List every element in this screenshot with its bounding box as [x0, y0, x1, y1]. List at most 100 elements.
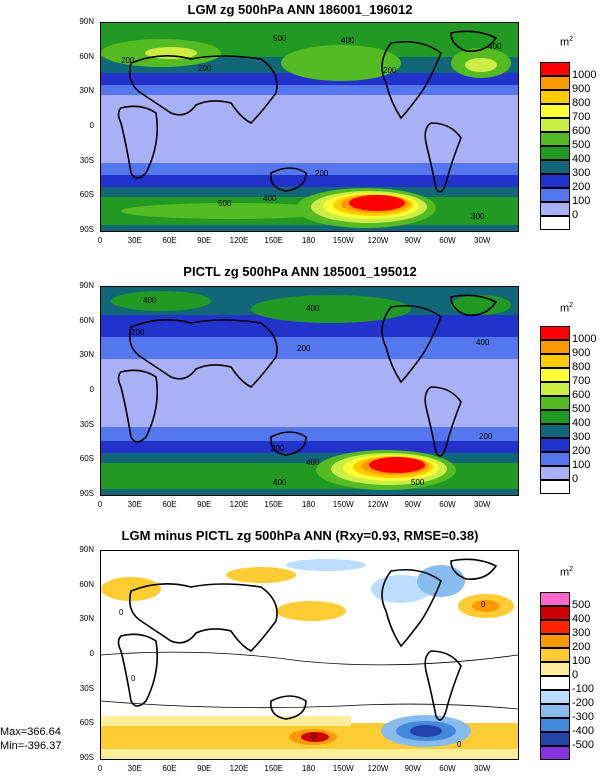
lat-tick-label: 0 [89, 121, 94, 130]
colorbar-label: 800 [572, 97, 591, 109]
lat-tick-label: 0 [89, 385, 94, 394]
colorbar-swatch [540, 704, 570, 718]
contour-labels: 500 400 400 200 200 200 400 500 200 300 [121, 34, 502, 221]
colorbar-swatch [540, 340, 570, 354]
panel-title: LGM zg 500hPa ANN 186001_196012 [187, 2, 413, 17]
colorbar-swatch [540, 216, 570, 230]
colorbar-label: 600 [572, 389, 591, 401]
lon-tick-label: 60W [439, 500, 456, 509]
max-label: Max=366.64 [0, 726, 61, 738]
lat-tick-label: 60S [79, 190, 94, 200]
lon-tick-label: 90W [404, 764, 421, 773]
colorbar-label: 500 [572, 403, 591, 415]
pos-anomaly [226, 567, 296, 583]
colorbar-label: 1000 [572, 69, 597, 81]
nh-blob [251, 295, 411, 323]
contour-label: 0 [119, 608, 124, 617]
lon-tick-label: 30W [474, 236, 491, 245]
sh-edge [101, 749, 518, 759]
colorbar-label: 100 [572, 195, 591, 207]
colorbar-label: 400 [572, 613, 591, 625]
sh-neg [410, 725, 442, 737]
sh-max [369, 457, 425, 473]
colorbar-label: 1000 [572, 333, 597, 345]
contour-label: 500 [411, 478, 425, 487]
neg-anomaly [371, 575, 431, 603]
colorbar-label: 500 [572, 599, 591, 611]
lat-tick-label: 30N [79, 614, 94, 624]
colorbar-label: 100 [572, 459, 591, 471]
lat-tick-label: 90S [79, 489, 94, 498]
lon-tick-label: 150W [332, 500, 354, 509]
colorbar-label: 0 [572, 669, 579, 681]
contour-label: 400 [143, 296, 157, 305]
contour-label: 0 [457, 740, 462, 749]
lon-tick-label: 60W [439, 236, 456, 245]
lat-tick-label: 60N [79, 51, 94, 61]
nh-blob [281, 45, 401, 81]
colorbar-label: -200 [572, 697, 595, 709]
contour-label: 400 [306, 304, 320, 313]
lon-tick-label: 180 [301, 236, 316, 245]
sh-band-200 [101, 441, 518, 455]
contour-label: 500 [218, 199, 232, 208]
colorbar-label: 800 [572, 361, 591, 373]
colorbar-label: 700 [572, 375, 591, 387]
lon-tick-label: 150E [264, 764, 284, 773]
colorbar-label: 400 [572, 417, 591, 429]
contour-label: 200 [131, 328, 145, 337]
lon-tick-label: 150E [264, 236, 284, 245]
colorbar-swatch [540, 382, 570, 396]
colorbar-swatch [540, 732, 570, 746]
colorbar-label: 500 [572, 139, 591, 151]
contour-label: 400 [273, 478, 287, 487]
contour-label: 0 [481, 600, 486, 609]
unit-label: m2 [560, 36, 574, 49]
panel-pictl: PICTL zg 500hPa ANN 185001_195012 [0, 262, 601, 524]
colorbar-label: 200 [572, 445, 591, 457]
pos-anomaly [276, 601, 346, 621]
colorbar-swatch [540, 452, 570, 466]
lon-tick-label: 120E [229, 500, 249, 509]
colorbar-swatch [540, 354, 570, 368]
lon-tick-label: 30E [127, 236, 142, 245]
colorbar-swatch [540, 662, 570, 676]
lon-tick-label: 30W [474, 764, 491, 773]
contour-label: 200 [297, 344, 311, 353]
unit-label: m2 [560, 566, 574, 579]
lon-tick-label: 120E [229, 236, 249, 245]
contour-label: 400 [488, 42, 502, 51]
colorbar-label: 900 [572, 83, 591, 95]
colorbar-swatch [540, 592, 570, 606]
colorbar-label: 300 [572, 431, 591, 443]
lat-tick-label: 60S [79, 718, 94, 728]
sh-band-100 [101, 163, 518, 177]
lat-tick-label: 30N [79, 86, 94, 96]
contour-label: 400 [341, 36, 355, 45]
contour-label: 200 [271, 444, 285, 453]
map-plot: 400 400 200 200 400 200 200 400 400 500 [100, 286, 519, 496]
lon-tick-label: 180 [301, 500, 316, 509]
lon-tick-label: 120W [367, 764, 389, 773]
sh-max [349, 195, 405, 211]
sh-max [301, 732, 329, 742]
nh-band-100 [101, 85, 518, 95]
lon-tick-label: 120E [229, 764, 249, 773]
lon-tick-label: 0 [97, 500, 103, 509]
lon-tick-label: 90W [404, 236, 421, 245]
lon-tick-label: 0 [97, 764, 103, 773]
colorbar-swatch [540, 160, 570, 174]
lat-tick-label: 30N [79, 350, 94, 360]
map-svg: 0 0 0 0 0 [101, 551, 518, 759]
colorbar-swatch [540, 634, 570, 648]
contour-labels: 400 400 200 200 400 200 200 400 400 500 [131, 296, 493, 487]
map-plot: 0 0 0 0 0 [100, 550, 519, 760]
colorbar-swatch [540, 746, 570, 760]
contour-label: 200 [479, 432, 493, 441]
colorbar-label: 0 [572, 209, 579, 221]
colorbar-swatch [540, 690, 570, 704]
colorbar-swatch [540, 396, 570, 410]
colorbar-swatch [540, 368, 570, 382]
lat-tick-label: 60S [79, 454, 94, 464]
colorbar-label: 300 [572, 167, 591, 179]
